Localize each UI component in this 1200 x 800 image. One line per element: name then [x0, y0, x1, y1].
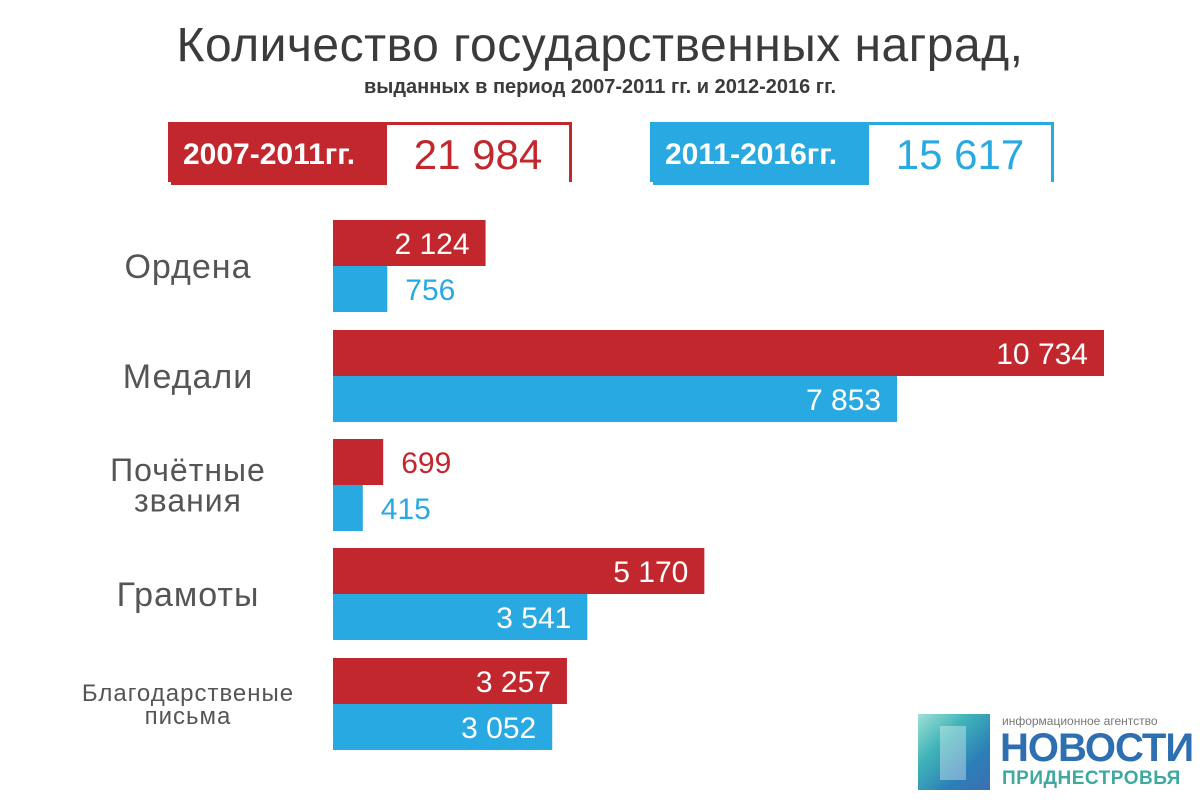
- total-value-2007-2011: 21 984: [387, 125, 569, 185]
- bar-label-s0-c0: 2 124: [394, 228, 469, 261]
- bar-s1-c2: [333, 485, 363, 531]
- bar-label-s1-c2: 415: [381, 493, 431, 526]
- chart-title: Количество государственных наград,: [176, 19, 1024, 72]
- total-value-2011-2016: 15 617: [869, 125, 1051, 185]
- bar-s0-c1: [333, 330, 1104, 376]
- agency-logo: информационное агентство НОВОСТИ ПРИДНЕС…: [918, 714, 1194, 790]
- logo-tagline: информационное агентство: [1002, 714, 1158, 728]
- bar-label-s0-c1: 10 734: [996, 338, 1088, 371]
- bar-label-s1-c3: 3 541: [496, 602, 571, 635]
- category-label-0: Ордена: [124, 248, 251, 286]
- bar-s0-c4: [333, 658, 567, 704]
- bar-label-s1-c1: 7 853: [806, 384, 881, 417]
- total-label-2011-2016: 2011-2016гг.: [653, 125, 869, 185]
- bar-label-s1-c0: 756: [405, 274, 455, 307]
- bar-s1-c3: [333, 594, 588, 640]
- category-label-1: Медали: [123, 358, 253, 396]
- logo-mark-icon: [918, 714, 990, 790]
- logo-name: НОВОСТИ: [1000, 726, 1194, 770]
- bar-s0-c3: [333, 548, 705, 594]
- bar-s1-c4: [333, 704, 553, 750]
- total-label-2007-2011: 2007-2011гг.: [171, 125, 387, 185]
- bar-label-s0-c4: 3 257: [476, 666, 551, 699]
- bar-label-s0-c3: 5 170: [613, 556, 688, 589]
- category-label-2: Почётные звания: [110, 452, 266, 518]
- bar-label-s0-c2: 699: [401, 447, 451, 480]
- category-label-3: Грамоты: [117, 576, 260, 614]
- chart-subtitle: выданных в период 2007-2011 гг. и 2012-2…: [363, 76, 837, 98]
- total-box-2011-2016: 2011-2016гг. 15 617: [650, 122, 1054, 185]
- total-box-2007-2011: 2007-2011гг. 21 984: [168, 122, 572, 185]
- logo-region: ПРИДНЕСТРОВЬЯ: [1002, 768, 1181, 789]
- bar-label-s1-c4: 3 052: [461, 712, 536, 745]
- bar-s1-c1: [333, 376, 898, 422]
- category-label-4: Благодарственые письма: [82, 680, 294, 730]
- bar-s0-c0: [333, 220, 486, 266]
- bar-s0-c2: [333, 439, 384, 485]
- bar-s1-c0: [333, 266, 388, 312]
